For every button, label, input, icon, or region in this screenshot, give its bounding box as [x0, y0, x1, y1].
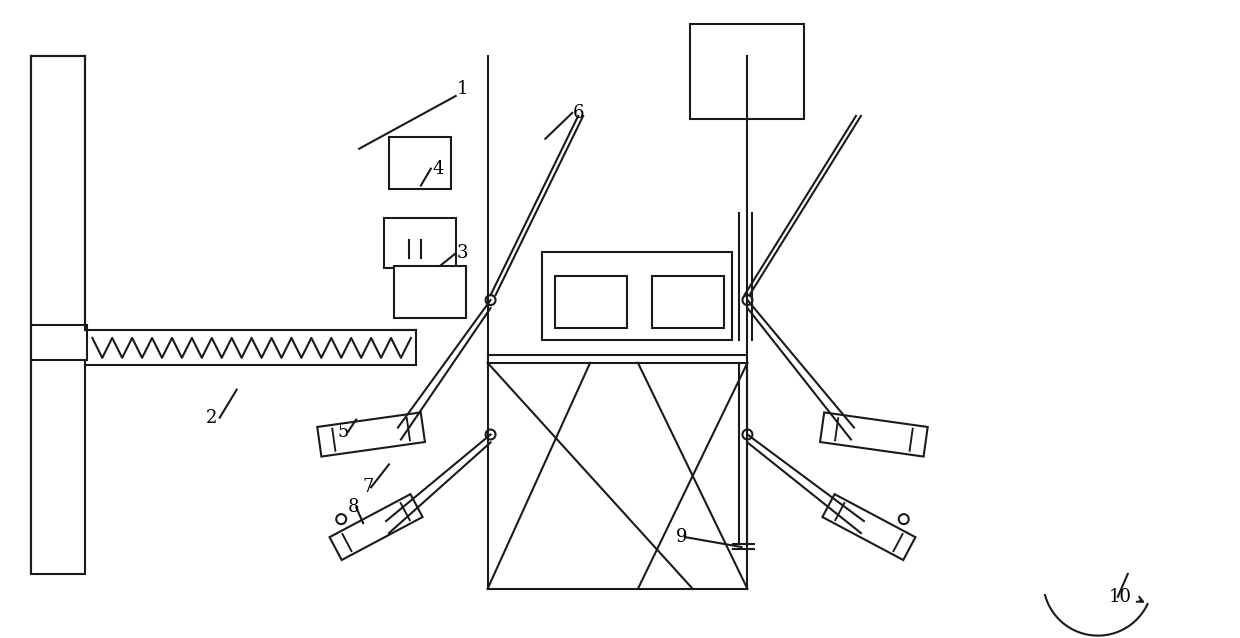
- Polygon shape: [542, 252, 732, 340]
- Text: 1: 1: [456, 80, 469, 98]
- Text: 10: 10: [1109, 588, 1131, 606]
- Polygon shape: [389, 137, 451, 189]
- Text: 8: 8: [347, 498, 358, 516]
- Text: 2: 2: [206, 408, 217, 427]
- Polygon shape: [330, 494, 423, 560]
- Text: 7: 7: [362, 478, 373, 496]
- Text: 5: 5: [337, 422, 348, 440]
- Polygon shape: [822, 494, 915, 560]
- Polygon shape: [689, 24, 805, 119]
- Text: 4: 4: [432, 160, 444, 177]
- Text: 3: 3: [456, 244, 469, 262]
- Polygon shape: [556, 276, 627, 328]
- Polygon shape: [31, 56, 86, 574]
- Polygon shape: [652, 276, 724, 328]
- Text: 6: 6: [573, 104, 584, 122]
- Text: 9: 9: [676, 528, 687, 546]
- Polygon shape: [384, 218, 456, 268]
- Polygon shape: [394, 266, 466, 318]
- Polygon shape: [31, 325, 87, 360]
- Polygon shape: [317, 412, 425, 457]
- Polygon shape: [820, 412, 928, 457]
